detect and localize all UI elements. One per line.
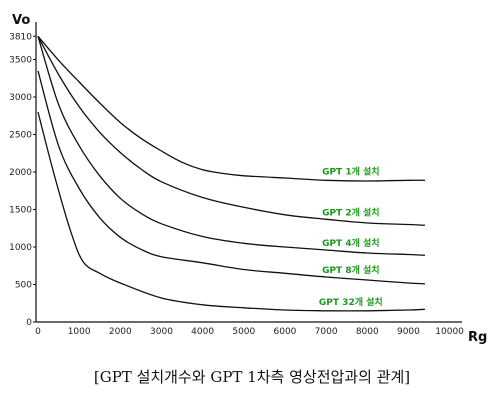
y-tick-label: 1500 xyxy=(9,206,32,216)
series-label-5: GPT 32개 설치 xyxy=(319,296,383,308)
y-tick-label: 3000 xyxy=(9,93,32,103)
series-line-1 xyxy=(37,35,425,182)
x-tick-label: 7000 xyxy=(315,327,338,337)
y-axis-title: Vo xyxy=(12,13,30,28)
y-tick-label: 2500 xyxy=(9,131,32,141)
series-line-3 xyxy=(37,36,425,256)
series-label-2: GPT 2개 설치 xyxy=(322,207,380,219)
series-line-5 xyxy=(37,111,425,312)
y-tick-label: 0 xyxy=(26,318,32,328)
series-label-4: GPT 8개 설치 xyxy=(322,264,380,276)
x-tick-label: 6000 xyxy=(274,327,297,337)
series-line-4 xyxy=(37,70,425,285)
y-tick-label: 2000 xyxy=(9,168,32,178)
x-tick-label: 1000 xyxy=(68,327,91,337)
x-tick-label: 10000 xyxy=(435,327,464,337)
y-tick-label: 3810 xyxy=(9,32,32,42)
x-tick-label: 2000 xyxy=(109,327,132,337)
y-tick-label: 500 xyxy=(15,281,32,291)
y-tick-label: 1000 xyxy=(9,243,32,253)
x-axis-title: Rg xyxy=(468,330,487,345)
x-tick-label: 0 xyxy=(35,327,41,337)
line-chart: Vo Rg 0 500 1000 1500 2000 2500 3000 3500 3810 0… xyxy=(9,13,487,345)
x-tick-label: 8000 xyxy=(356,327,379,337)
series-label-3: GPT 4개 설치 xyxy=(322,237,380,249)
x-tick-label: 3000 xyxy=(150,327,173,337)
x-tick-label: 9000 xyxy=(397,327,420,337)
chart-caption: [GPT 설치개수와 GPT 1차측 영상전압과의 관계] xyxy=(93,368,411,386)
y-tick-label: 3500 xyxy=(9,56,32,66)
series-line-2 xyxy=(37,35,425,226)
series-label-1: GPT 1개 설치 xyxy=(322,166,380,178)
x-tick-label: 5000 xyxy=(232,327,255,337)
x-tick-label: 4000 xyxy=(191,327,214,337)
